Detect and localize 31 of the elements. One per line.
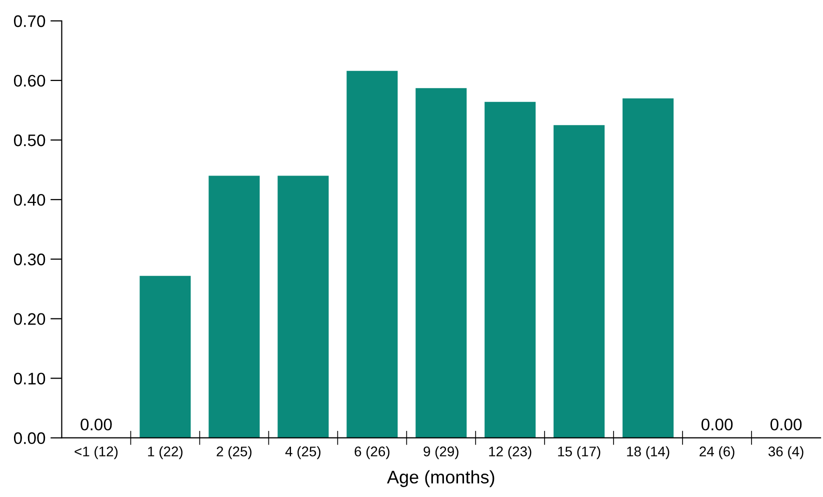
x-tick-label: 4 (25) — [285, 446, 320, 460]
y-tick-label: 0.10 — [14, 372, 46, 384]
bar — [140, 276, 191, 438]
x-tick-label: 24 (6) — [700, 446, 734, 460]
x-tick-label: 15 (17) — [558, 446, 600, 460]
data-label: 0.00 — [770, 418, 802, 430]
x-axis-title: Age (months) — [386, 470, 494, 488]
x-tick-label: 2 (25) — [216, 446, 252, 460]
x-tick-label: 36 (4) — [768, 446, 804, 460]
y-tick-label: 0.50 — [14, 134, 46, 146]
data-label: 0.00 — [80, 418, 112, 430]
x-tick-label: 18 (14) — [627, 446, 670, 460]
data-label: 0.00 — [701, 418, 733, 430]
x-tick-label: <1 (12) — [74, 446, 118, 460]
y-tick-label: 0.20 — [14, 313, 46, 325]
bar — [484, 102, 536, 438]
bar — [416, 88, 467, 438]
bar — [554, 125, 605, 438]
y-tick-label: 0.30 — [14, 254, 46, 266]
bar — [278, 176, 329, 438]
y-tick-label: 0.00 — [14, 432, 46, 444]
x-tick-label: 12 (23) — [489, 446, 532, 460]
x-tick-label: 6 (26) — [354, 446, 390, 460]
x-tick-label: 9 (29) — [424, 446, 458, 460]
x-tick-label: 1 (22) — [148, 446, 182, 460]
bar — [346, 70, 398, 438]
y-tick-label: 0.40 — [14, 194, 46, 206]
y-tick-label: 0.60 — [14, 74, 46, 87]
bar — [208, 176, 260, 438]
bar — [622, 98, 674, 438]
y-tick-label: 0.70 — [14, 15, 46, 28]
